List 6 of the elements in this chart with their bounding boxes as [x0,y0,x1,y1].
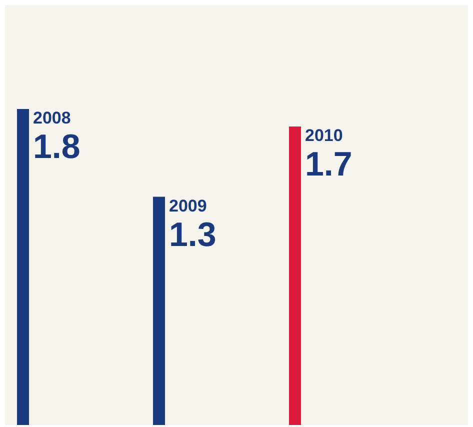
x-tick-label: 2008 [33,108,71,128]
data-label: 1.8 [33,128,80,166]
x-tick-label: 2010 [305,126,343,146]
data-label: 1.3 [169,216,216,254]
data-label: 1.7 [305,146,352,184]
x-tick-label: 2009 [169,196,207,216]
